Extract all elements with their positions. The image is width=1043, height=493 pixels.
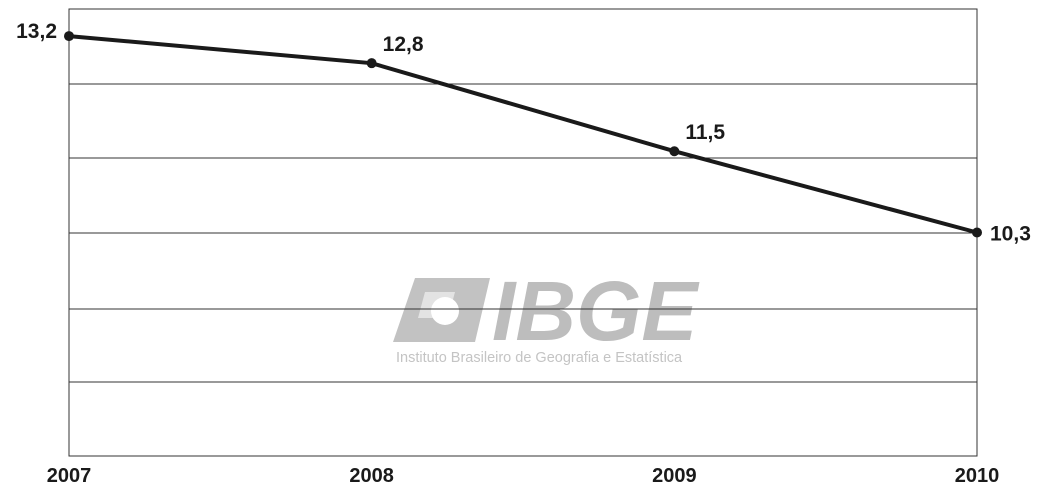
series-line <box>68 34 978 235</box>
data-point-2009 <box>669 146 680 157</box>
grid-lines <box>69 83 977 383</box>
ibge-logo-icon <box>393 278 490 342</box>
data-point-2008 <box>366 58 377 69</box>
x-tick-label-2007: 2007 <box>47 465 92 487</box>
data-label-2007: 13,2 <box>16 20 57 43</box>
data-label-2008: 12,8 <box>383 33 424 56</box>
data-point-2007 <box>64 31 74 42</box>
data-point-2010 <box>972 227 982 238</box>
data-label-2010: 10,3 <box>990 223 1031 246</box>
series-group <box>64 31 982 238</box>
watermark-logo-text: IBGE <box>492 264 700 358</box>
x-axis-ticks: 2007 2008 2009 2010 <box>47 465 1000 487</box>
x-tick-label-2010: 2010 <box>955 465 1000 487</box>
watermark-caption: Instituto Brasileiro de Geografia e Esta… <box>396 350 683 366</box>
ibge-watermark: IBGE Instituto Brasileiro de Geografia e… <box>393 264 700 366</box>
x-tick-label-2009: 2009 <box>652 465 697 487</box>
data-label-2009: 11,5 <box>685 121 725 144</box>
data-labels: 13,2 12,8 11,5 10,3 <box>16 20 1031 245</box>
x-tick-label-2008: 2008 <box>349 465 394 487</box>
